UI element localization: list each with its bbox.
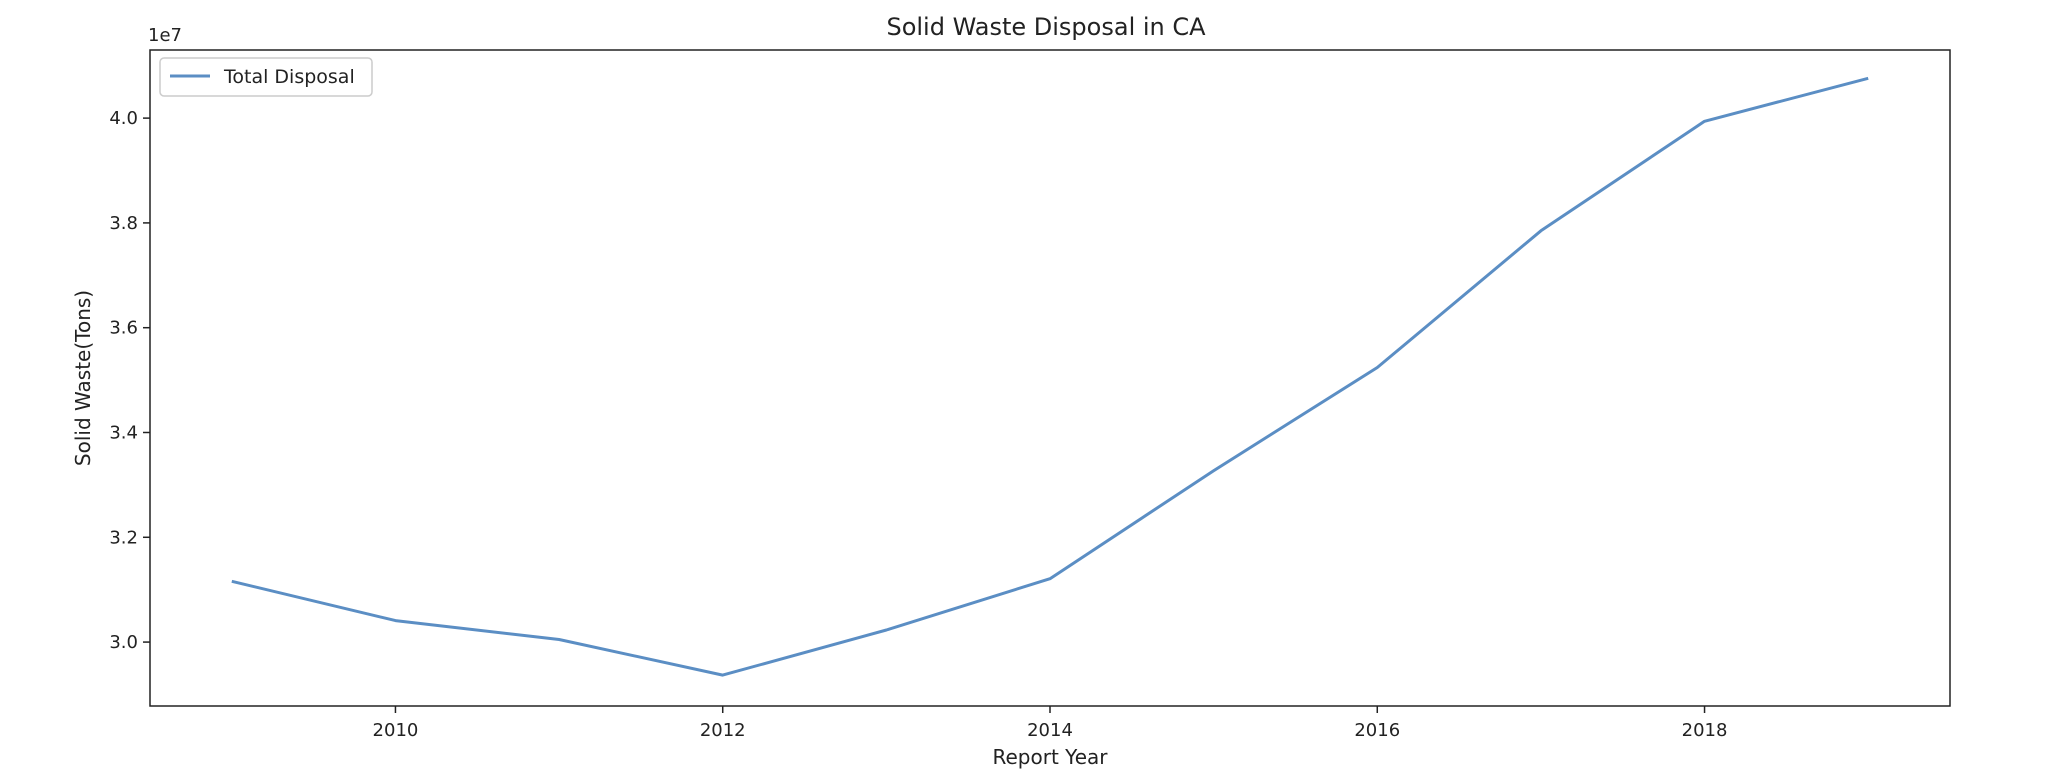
chart-title: Solid Waste Disposal in CA xyxy=(886,13,1206,41)
y-tick-label: 3.2 xyxy=(109,527,138,548)
x-axis: 2010 2012 2014 2016 2018 xyxy=(373,706,1728,741)
y-tick-label: 3.6 xyxy=(109,318,138,339)
y-axis-offset-label: 1e7 xyxy=(148,25,182,46)
series-line-total-disposal xyxy=(231,76,1869,677)
y-tick-label: 3.8 xyxy=(109,213,138,234)
y-tick-label: 3.0 xyxy=(109,632,138,653)
y-axis: 3.0 3.2 3.4 3.6 3.8 4.0 xyxy=(109,108,150,653)
x-tick-label: 2016 xyxy=(1354,720,1400,741)
plot-area xyxy=(149,49,1951,707)
legend-box xyxy=(159,57,373,97)
x-tick-label: 2010 xyxy=(373,720,419,741)
x-axis-label: Report Year xyxy=(993,745,1109,769)
x-tick-label: 2012 xyxy=(700,720,746,741)
x-tick-label: 2018 xyxy=(1682,720,1728,741)
x-tick-label: 2014 xyxy=(1027,720,1073,741)
series-layer xyxy=(231,76,1869,677)
y-tick-label: 4.0 xyxy=(109,108,138,129)
legend-label: Total Disposal xyxy=(223,66,355,88)
y-axis-label: Solid Waste(Tons) xyxy=(71,290,95,466)
y-tick-label: 3.4 xyxy=(109,422,138,443)
legend: Total Disposal xyxy=(159,57,373,97)
